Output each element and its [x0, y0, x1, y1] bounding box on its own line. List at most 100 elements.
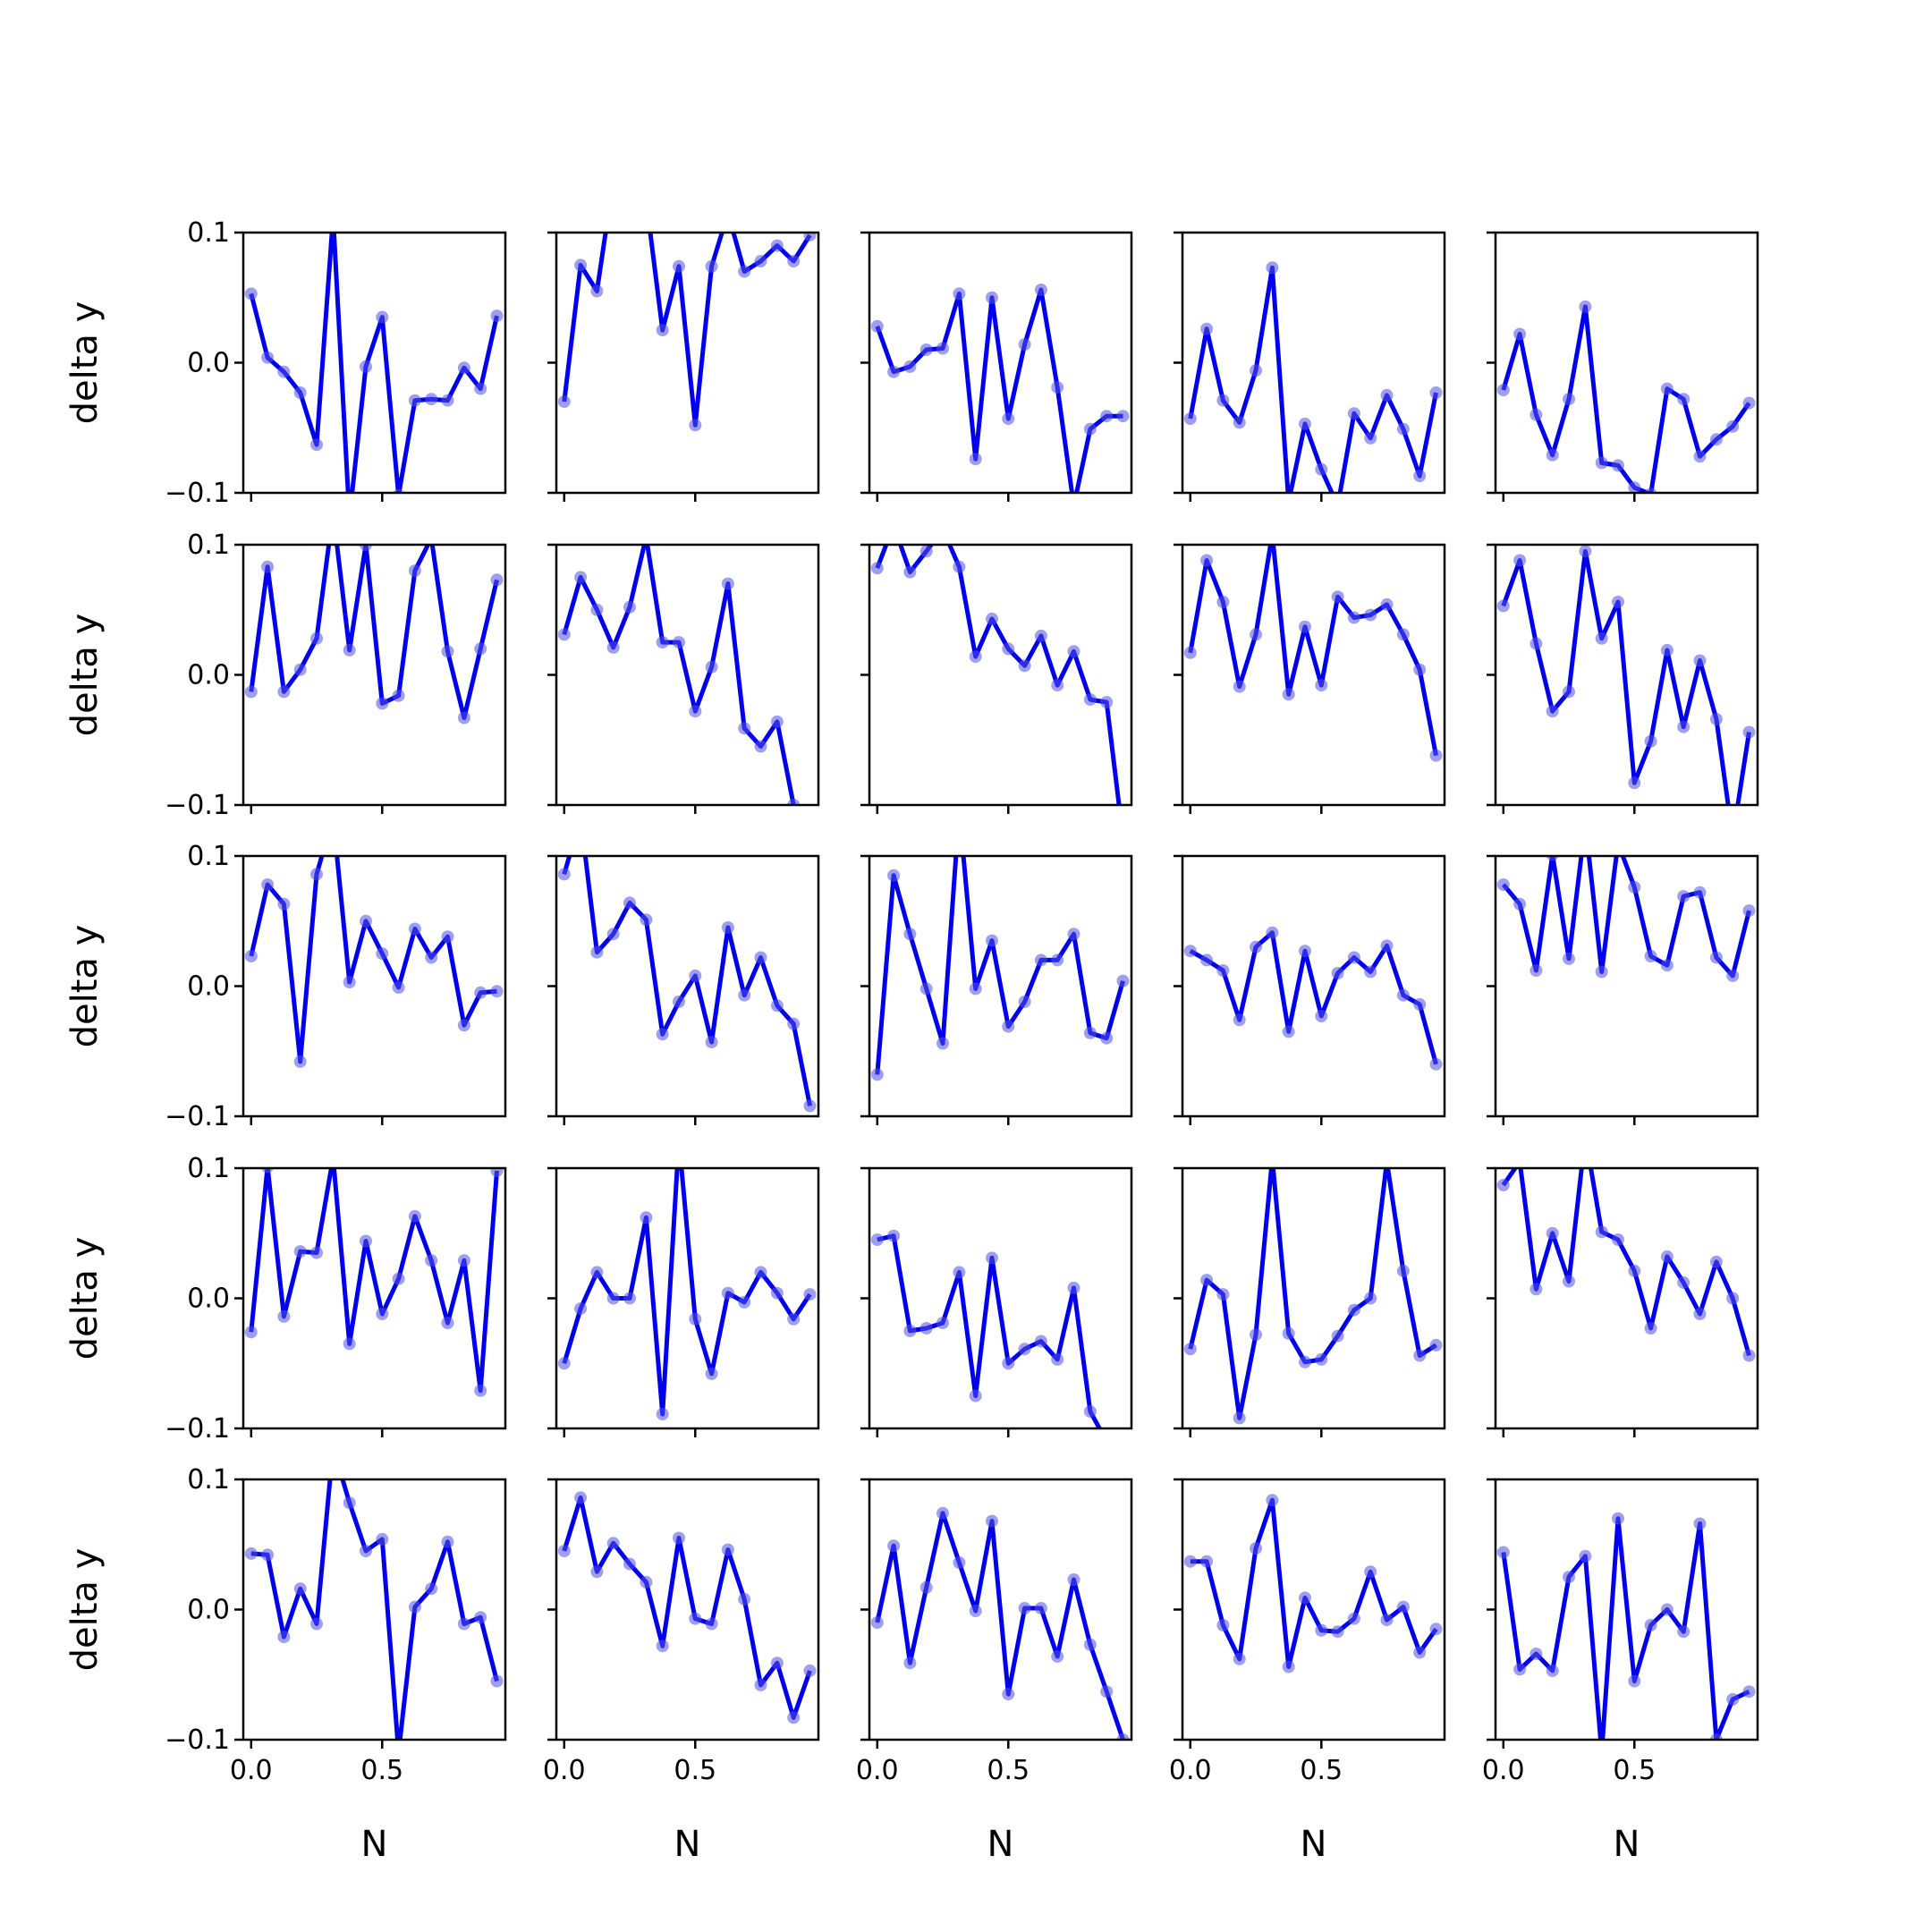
data-point	[1644, 487, 1657, 493]
data-point	[903, 928, 917, 941]
data-point	[689, 969, 702, 982]
data-point	[244, 685, 258, 699]
data-point	[1299, 1355, 1311, 1368]
data-point	[1612, 596, 1624, 608]
data-point	[953, 1266, 966, 1279]
data-point	[1018, 338, 1031, 352]
data-point	[1051, 381, 1064, 394]
data-point	[1579, 818, 1591, 830]
data-point	[1742, 904, 1756, 918]
data-point	[606, 1537, 620, 1550]
data-point	[689, 1312, 702, 1326]
data-point	[590, 603, 604, 616]
data-point	[408, 1600, 421, 1614]
data-point	[1116, 974, 1130, 987]
axes-frame	[1494, 1166, 1759, 1430]
data-point	[1083, 1026, 1097, 1039]
series-group	[1183, 261, 1443, 513]
data-point	[293, 663, 307, 676]
data-point	[1742, 396, 1756, 410]
data-point	[490, 309, 504, 323]
subplot-panel	[1487, 818, 1759, 1125]
data-point	[1709, 713, 1723, 725]
data-point	[1083, 693, 1097, 707]
data-point	[490, 1168, 504, 1177]
data-point	[557, 1357, 571, 1370]
subplot-panel	[860, 854, 1133, 1125]
data-point	[705, 660, 718, 674]
series-line	[1501, 304, 1751, 493]
data-point	[887, 869, 901, 882]
series-line	[562, 545, 797, 805]
series-line	[1189, 930, 1438, 1065]
data-point	[1200, 554, 1214, 567]
data-point	[689, 419, 702, 432]
data-point	[870, 562, 884, 575]
data-point	[1068, 500, 1080, 513]
data-point	[1183, 646, 1197, 659]
data-point	[770, 1286, 784, 1300]
data-point	[574, 1302, 588, 1316]
data-point	[1380, 1614, 1394, 1627]
y-tick-label: 0.0	[187, 348, 230, 379]
data-point	[1612, 837, 1624, 850]
data-point	[1216, 394, 1230, 407]
data-point	[1018, 996, 1031, 1008]
data-point	[277, 685, 291, 699]
data-point	[1513, 327, 1527, 341]
data-point	[1563, 1571, 1575, 1584]
data-point	[590, 1565, 604, 1579]
data-point	[673, 1133, 685, 1146]
data-point	[1100, 696, 1114, 709]
data-point	[1018, 1602, 1031, 1614]
data-point	[1693, 654, 1707, 667]
data-point	[1034, 284, 1047, 296]
series-group	[244, 545, 504, 724]
data-point	[474, 642, 487, 656]
x-tick-label: 0.0	[230, 1755, 273, 1786]
data-point	[1051, 679, 1064, 692]
data-point	[457, 1254, 470, 1267]
data-point	[722, 207, 734, 219]
data-point	[441, 930, 454, 944]
subplot-panel	[860, 1166, 1133, 1437]
data-point	[1002, 642, 1015, 656]
data-point	[1726, 419, 1740, 433]
data-point	[261, 878, 275, 891]
series-group	[557, 1491, 817, 1724]
data-point	[1726, 969, 1740, 982]
data-point	[490, 1674, 504, 1688]
data-point	[1429, 1623, 1443, 1636]
data-point	[1250, 1542, 1262, 1555]
data-point	[1332, 500, 1344, 513]
y-tick-label: −0.1	[165, 1724, 230, 1756]
data-point	[474, 1384, 487, 1397]
data-point	[1250, 364, 1262, 377]
series-line	[249, 856, 497, 1064]
series-group	[870, 545, 1130, 843]
series-group	[1496, 818, 1756, 982]
subplot-panel	[1174, 854, 1446, 1125]
data-point	[640, 530, 652, 543]
data-point	[754, 255, 767, 267]
series-group	[1496, 1168, 1756, 1362]
x-tick-label: 0.5	[674, 1755, 716, 1786]
subplot-panel: −0.1 0.0 0.1 delta y	[64, 841, 507, 1132]
data-point	[1117, 831, 1130, 843]
data-point	[1266, 528, 1278, 540]
data-point	[1595, 631, 1608, 645]
data-point	[770, 715, 784, 728]
data-point	[244, 950, 258, 962]
data-point	[376, 1308, 389, 1320]
series-line	[250, 1479, 499, 1740]
series-line	[875, 856, 1125, 1075]
series-line	[249, 545, 499, 720]
subplot-panel	[1487, 231, 1759, 502]
data-point	[1282, 688, 1295, 701]
data-point	[1380, 388, 1394, 402]
data-point	[343, 1496, 356, 1510]
y-axis-label: delta y	[64, 614, 106, 737]
data-point	[1709, 951, 1723, 964]
series-line	[562, 856, 812, 1106]
